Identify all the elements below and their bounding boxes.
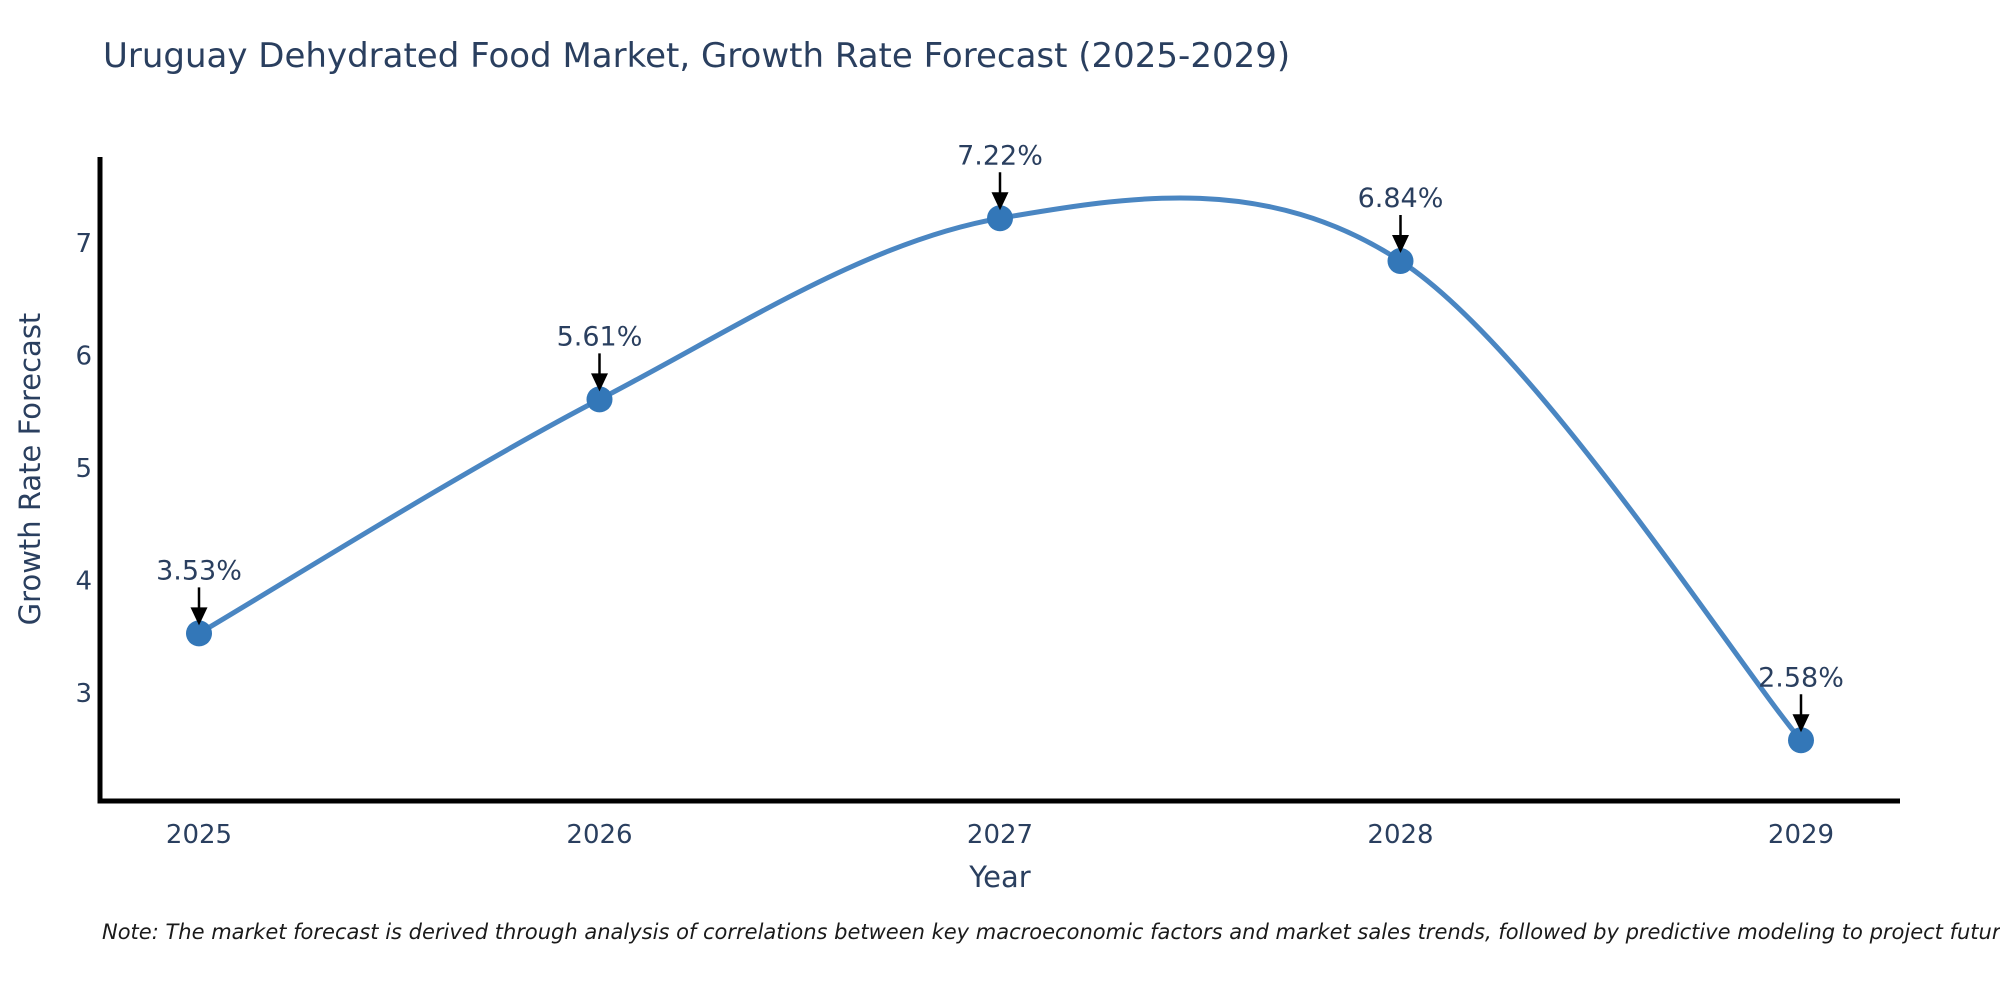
x-tick-label-2027: 2027 [967, 820, 1033, 850]
axis-spines [97, 157, 1900, 804]
data-point-marker-2027 [987, 205, 1013, 232]
x-tick-label-2026: 2026 [566, 820, 632, 850]
chart-title: Uruguay Dehydrated Food Market, Growth R… [103, 36, 1291, 76]
line-series [186, 195, 1814, 754]
y-tick-label-6: 6 [75, 342, 92, 372]
annotation-arrowhead-2025 [190, 607, 208, 626]
x-tick-label-2028: 2028 [1367, 820, 1433, 850]
annotation-label-2028: 6.84% [1358, 183, 1444, 214]
data-point-marker-2028 [1387, 248, 1414, 274]
annotation-arrowhead-2027 [991, 192, 1009, 211]
annotation-label-2026: 5.61% [557, 321, 643, 352]
point-annotations: 3.53% 5.61% 7.22% 6.84% 2.58% [156, 140, 1844, 733]
y-tick-label-5: 5 [75, 454, 92, 484]
data-point-marker-2029 [1788, 727, 1814, 754]
x-tick-labels: 2025 2026 2027 2028 2029 [166, 820, 1834, 850]
x-tick-label-2029: 2029 [1768, 820, 1834, 850]
annotation-arrowhead-2026 [591, 373, 608, 392]
footnote: Note: The market forecast is derived thr… [102, 920, 2000, 944]
x-axis-title: Year [969, 860, 1031, 894]
y-tick-label-3: 3 [75, 679, 92, 709]
data-point-marker-2026 [586, 386, 613, 413]
annotation-arrowhead-2028 [1392, 235, 1409, 253]
data-point-marker-2025 [186, 620, 212, 647]
annotation-label-2029: 2.58% [1758, 662, 1844, 693]
x-tick-label-2025: 2025 [166, 820, 232, 850]
annotation-label-2025: 3.53% [156, 555, 242, 586]
annotation-arrowhead-2029 [1792, 714, 1810, 733]
y-tick-labels: 3 4 5 6 7 [75, 229, 92, 709]
y-tick-label-7: 7 [75, 229, 92, 259]
y-tick-label-4: 4 [75, 567, 92, 597]
annotation-label-2027: 7.22% [957, 140, 1043, 171]
line-path [196, 195, 1804, 743]
